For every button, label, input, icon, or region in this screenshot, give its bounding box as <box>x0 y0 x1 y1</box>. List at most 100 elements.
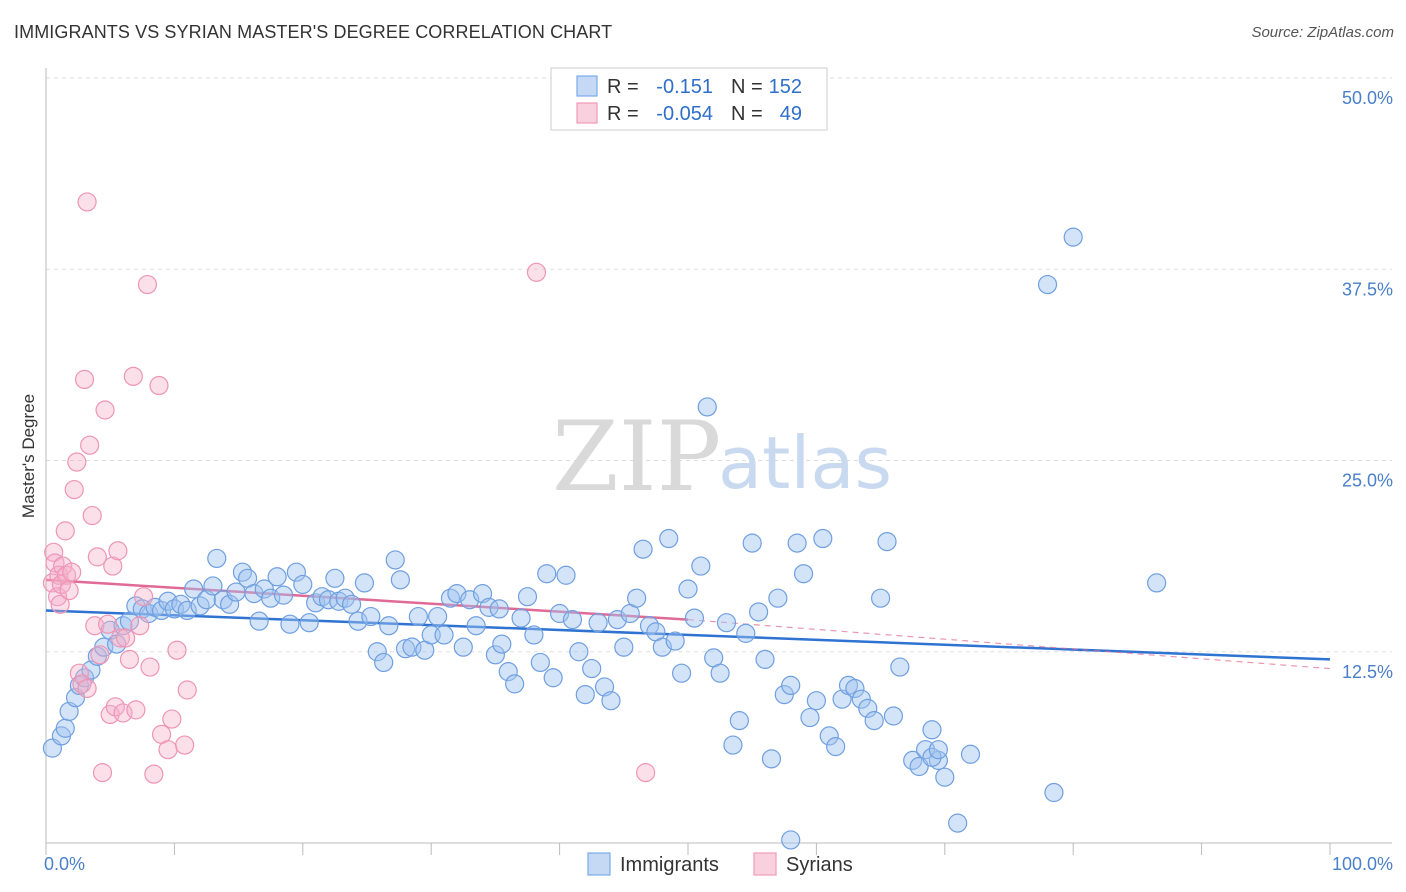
point-immigrants-128 <box>845 678 865 699</box>
y-tick-labels: 12.5% 25.0% 37.5% 50.0% <box>1342 88 1393 682</box>
point-immigrants-84 <box>562 610 583 630</box>
point-immigrants-26 <box>203 576 223 596</box>
point-syrians-19 <box>82 505 102 526</box>
point-syrians-9 <box>56 565 77 585</box>
point-immigrants-110 <box>729 710 749 731</box>
bottom-legend-label-syrians: Syrians <box>786 854 853 876</box>
point-immigrants-104 <box>691 556 711 576</box>
point-syrians-16 <box>74 369 95 390</box>
point-syrians-5 <box>50 594 70 614</box>
legend-swatch-syrians <box>576 102 598 124</box>
legend-swatch-immigrants <box>576 75 598 97</box>
point-immigrants-134 <box>883 706 904 726</box>
point-immigrants-50 <box>348 611 368 631</box>
point-syrians-28 <box>105 697 125 717</box>
x-tick-labels: 0.0% 100.0% <box>44 854 1393 874</box>
point-immigrants-69 <box>466 616 486 636</box>
data-points <box>42 192 1167 850</box>
point-immigrants-95 <box>633 539 653 559</box>
trend-lines <box>45 578 1331 670</box>
grid-lines <box>46 77 1392 653</box>
point-immigrants-64 <box>434 625 454 645</box>
point-immigrants-56 <box>385 550 405 570</box>
point-syrians-18 <box>80 435 100 455</box>
legend-r-label-immigrants: R = <box>607 76 639 98</box>
point-syrians-17 <box>77 678 97 699</box>
point-immigrants-38 <box>273 585 294 605</box>
bottom-legend-swatch-syrians <box>753 852 777 876</box>
trend-line-syrians <box>45 578 689 621</box>
point-immigrants-119 <box>787 533 807 553</box>
point-immigrants-80 <box>537 564 557 584</box>
point-immigrants-42 <box>299 613 319 633</box>
point-immigrants-132 <box>870 588 891 608</box>
point-immigrants-101 <box>671 663 692 683</box>
point-syrians-35 <box>126 700 146 720</box>
point-syrians-11 <box>62 562 82 582</box>
point-immigrants-76 <box>511 608 531 628</box>
point-immigrants-31 <box>232 562 253 582</box>
point-syrians-29 <box>108 541 128 561</box>
point-immigrants-124 <box>819 726 839 746</box>
legend-n-value-syrians: 49 <box>780 103 802 125</box>
point-immigrants-83 <box>556 565 576 585</box>
y-tick-label-3: 50.0% <box>1342 88 1393 108</box>
legend-r-value-syrians: -0.054 <box>656 103 713 125</box>
point-immigrants-115 <box>761 749 782 769</box>
y-axis-label: Master's Degree <box>19 394 38 518</box>
point-immigrants-144 <box>1044 782 1064 803</box>
point-syrians-45 <box>167 640 187 660</box>
point-immigrants-2 <box>55 718 75 738</box>
source-label: Source: ZipAtlas.com <box>1251 24 1394 41</box>
point-immigrants-92 <box>614 637 634 657</box>
watermark: ZIP atlas <box>552 401 892 513</box>
point-syrians-21 <box>87 547 107 567</box>
point-immigrants-103 <box>684 608 705 628</box>
point-syrians-36 <box>130 616 150 636</box>
point-syrians-extra-0 <box>77 192 97 212</box>
point-syrians-40 <box>144 764 164 784</box>
trend-line-immigrants <box>45 609 1331 661</box>
point-immigrants-85 <box>569 642 589 662</box>
point-syrians-48 <box>526 262 547 282</box>
point-immigrants-46 <box>325 568 345 588</box>
point-immigrants-51 <box>354 573 375 593</box>
point-immigrants-27 <box>207 548 227 569</box>
point-immigrants-81 <box>543 668 563 688</box>
point-immigrants-29 <box>220 594 240 614</box>
point-syrians-13 <box>67 452 87 472</box>
point-immigrants-142 <box>948 813 968 833</box>
point-immigrants-60 <box>408 606 428 627</box>
trend-line-syrians-extension <box>687 619 1331 670</box>
point-immigrants-90 <box>601 691 621 711</box>
point-immigrants-118 <box>781 675 801 696</box>
bottom-legend-swatch-immigrants <box>587 852 611 876</box>
point-immigrants-112 <box>742 533 762 553</box>
point-immigrants-122 <box>806 691 827 711</box>
point-immigrants-45 <box>318 590 339 610</box>
point-syrians-30 <box>110 628 131 648</box>
point-immigrants-94 <box>627 588 647 608</box>
point-immigrants-71 <box>479 597 499 617</box>
point-immigrants-77 <box>517 587 538 607</box>
point-immigrants-149 <box>928 740 948 760</box>
legend-n-label-immigrants: N = <box>731 76 763 98</box>
point-syrians-44 <box>162 709 182 729</box>
point-immigrants-22 <box>177 600 197 621</box>
point-immigrants-58 <box>395 639 416 659</box>
point-immigrants-146 <box>1037 274 1058 295</box>
point-syrians-33 <box>119 649 140 670</box>
bottom-legend-label-immigrants: Immigrants <box>620 854 719 876</box>
point-immigrants-23 <box>184 579 204 599</box>
point-immigrants-105 <box>697 397 717 417</box>
point-immigrants-102 <box>678 579 698 599</box>
point-immigrants-135 <box>890 657 910 677</box>
point-immigrants-131 <box>864 710 884 731</box>
x-tick-label-0: 0.0% <box>44 854 85 874</box>
point-syrians-8 <box>55 521 75 541</box>
point-immigrants-121 <box>800 707 820 728</box>
point-immigrants-120 <box>793 564 814 584</box>
point-immigrants-78 <box>524 625 544 645</box>
point-immigrants-130 <box>858 698 878 718</box>
